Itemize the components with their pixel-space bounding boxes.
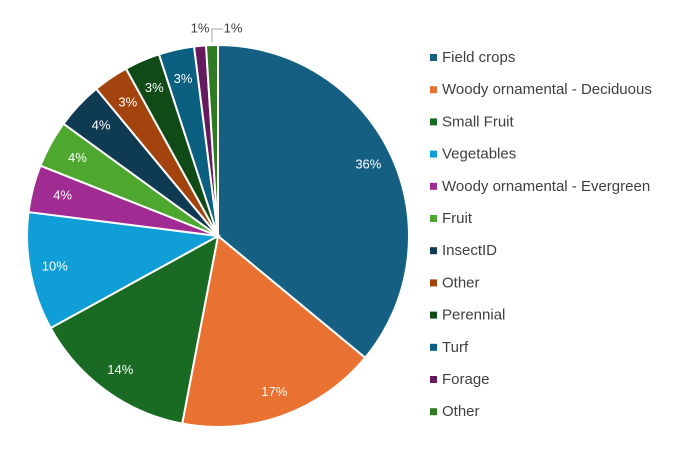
legend-label: InsectID: [442, 242, 497, 259]
legend-marker: [430, 408, 437, 416]
data-label: 3%: [174, 71, 193, 86]
legend-label: Other: [442, 403, 480, 420]
pie-slice-woody-ornamental-deciduous: [181, 234, 367, 428]
legend-item: Fruit: [430, 210, 473, 227]
legend: Field crops Woody ornamental - Deciduous S…: [430, 49, 652, 420]
legend-label: Other: [442, 274, 480, 291]
data-label: 3%: [145, 80, 164, 95]
legend-label: Small Fruit: [442, 113, 515, 130]
data-labels: 36% 17% 14% 10% 4% 4% 4% 3% 3% 3% 1% 1%: [42, 20, 382, 398]
leader-line: [211, 28, 223, 43]
pie-slice-small-fruit: [49, 234, 220, 425]
data-label: 4%: [68, 150, 87, 165]
legend-item: Turf: [430, 339, 469, 356]
legend-item: Woody ornamental - Deciduous: [430, 81, 652, 98]
legend-marker: [430, 343, 437, 351]
legend-marker: [430, 86, 437, 94]
legend-marker: [430, 311, 437, 319]
data-label: 1%: [224, 20, 243, 35]
legend-label: Vegetables: [442, 146, 516, 163]
legend-item: Other: [430, 403, 480, 420]
pie-slice-other: [204, 43, 219, 237]
legend-marker: [430, 150, 437, 158]
data-label: 36%: [355, 157, 381, 172]
legend-item: Forage: [430, 371, 490, 388]
legend-marker: [430, 247, 437, 255]
data-label: 4%: [92, 118, 111, 133]
legend-item: Field crops: [430, 49, 515, 66]
legend-item: Small Fruit: [430, 113, 515, 130]
legend-marker: [430, 182, 437, 190]
legend-item: Woody ornamental - Evergreen: [430, 178, 650, 195]
legend-label: Field crops: [442, 49, 515, 66]
legend-item: Vegetables: [430, 146, 516, 163]
data-label: 14%: [107, 362, 133, 377]
legend-label: Perennial: [442, 307, 505, 324]
legend-label: Woody ornamental - Deciduous: [442, 81, 652, 98]
data-label: 17%: [261, 384, 287, 399]
data-label: 10%: [42, 259, 68, 274]
pie-slice-field-crops: [217, 43, 410, 360]
pie-slice-vegetables: [26, 210, 222, 330]
legend-item: Other: [430, 274, 480, 291]
legend-label: Woody ornamental - Evergreen: [442, 178, 650, 195]
legend-marker: [430, 118, 437, 126]
legend-marker: [430, 376, 437, 383]
legend-marker: [430, 279, 437, 287]
pie-slices: [26, 43, 410, 428]
legend-marker: [430, 54, 437, 61]
data-label: 4%: [53, 188, 72, 203]
data-label: 3%: [118, 95, 137, 110]
data-label: 1%: [191, 20, 210, 35]
legend-marker: [430, 215, 437, 222]
legend-item: Perennial: [430, 307, 505, 324]
legend-item: InsectID: [430, 242, 497, 259]
legend-label: Turf: [442, 339, 469, 356]
legend-label: Fruit: [442, 210, 473, 227]
legend-label: Forage: [442, 371, 490, 388]
